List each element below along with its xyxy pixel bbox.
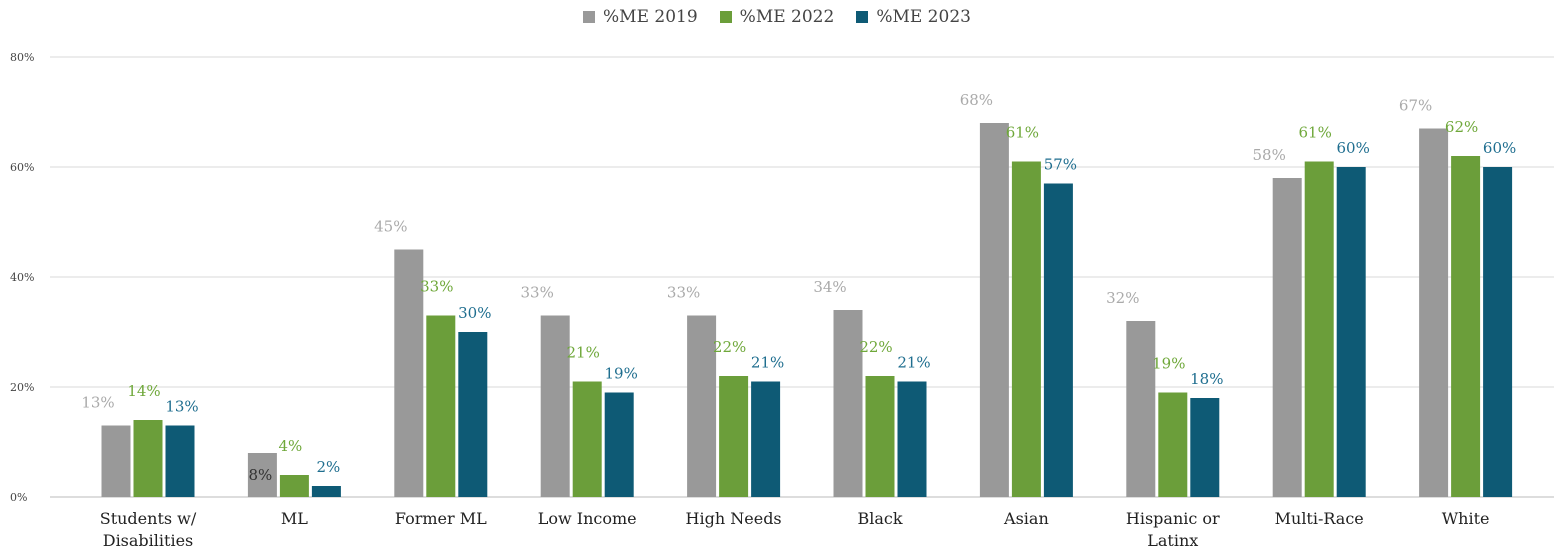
data-label: 18%	[1190, 370, 1223, 388]
category-label: Low Income	[538, 509, 637, 528]
legend-swatch	[583, 11, 596, 23]
category-label: Asian	[1003, 509, 1049, 528]
category-label: Hispanic or	[1126, 509, 1220, 528]
data-label: 4%	[279, 437, 303, 455]
data-label: 57%	[1044, 156, 1077, 174]
data-label: 60%	[1483, 139, 1516, 157]
data-label: 14%	[127, 382, 160, 400]
category-label: ML	[281, 509, 308, 528]
bar	[687, 315, 717, 497]
category-label: White	[1442, 509, 1490, 528]
bar	[572, 381, 602, 497]
data-label: 58%	[1253, 146, 1286, 164]
legend: %ME 2019 %ME 2022 %ME 2023	[0, 2, 1554, 32]
legend-item: %ME 2023	[856, 7, 971, 27]
data-label: 22%	[859, 338, 892, 356]
bar	[1451, 156, 1481, 497]
data-label: 60%	[1337, 139, 1370, 157]
data-label: 61%	[1299, 124, 1332, 142]
data-label: 62%	[1445, 118, 1478, 136]
y-tick-label: 20%	[10, 381, 34, 394]
data-label: 13%	[81, 394, 114, 412]
category-label: Multi-Race	[1275, 509, 1364, 528]
legend-item: %ME 2022	[719, 7, 835, 27]
bar	[1419, 128, 1449, 497]
bar	[394, 249, 424, 497]
legend-swatch	[856, 11, 869, 23]
legend-label: %ME 2019	[603, 7, 698, 27]
bar	[1011, 161, 1041, 497]
bar	[101, 425, 131, 497]
bar	[897, 381, 927, 497]
category-label: Students w/	[100, 509, 197, 528]
bar	[1304, 161, 1334, 497]
data-label: 32%	[1106, 289, 1139, 307]
bar	[751, 381, 781, 497]
category-label: Latinx	[1147, 531, 1198, 550]
legend-item: %ME 2019	[583, 7, 698, 27]
y-tick-label: 80%	[10, 51, 34, 64]
data-label: 33%	[667, 284, 700, 302]
data-label: 21%	[751, 354, 784, 372]
y-tick-label: 0%	[10, 491, 27, 504]
data-label: 33%	[521, 284, 554, 302]
data-label: 21%	[567, 344, 600, 362]
data-label: 61%	[1006, 124, 1039, 142]
data-label: 2%	[317, 458, 341, 476]
bar	[604, 392, 634, 497]
bar	[719, 376, 749, 497]
bar	[1190, 398, 1220, 497]
bar	[279, 475, 309, 497]
legend-label: %ME 2022	[739, 7, 835, 27]
category-label: Black	[857, 509, 902, 528]
data-label: 19%	[1152, 355, 1185, 373]
category-label: Disabilities	[103, 531, 194, 550]
bar	[833, 310, 863, 497]
data-label: 45%	[374, 218, 407, 236]
data-label: 33%	[420, 278, 453, 296]
bar	[458, 332, 488, 497]
bar	[426, 315, 456, 497]
bar	[1126, 321, 1156, 497]
y-tick-label: 40%	[10, 271, 34, 284]
bar	[1336, 167, 1366, 497]
data-label: 21%	[897, 354, 930, 372]
data-label: 19%	[605, 365, 638, 383]
bar	[865, 376, 895, 497]
bar	[1272, 178, 1302, 497]
data-label: 34%	[813, 278, 846, 296]
data-label: 68%	[960, 91, 993, 109]
category-label: Former ML	[395, 509, 487, 528]
bar	[311, 486, 341, 497]
y-tick-label: 60%	[10, 161, 34, 174]
data-label: 30%	[458, 304, 491, 322]
bar	[165, 425, 195, 497]
data-label: 22%	[713, 338, 746, 356]
legend-swatch	[719, 11, 732, 23]
bar	[247, 453, 277, 497]
data-label: 67%	[1399, 97, 1432, 115]
bar	[133, 420, 163, 497]
category-label: High Needs	[686, 509, 782, 528]
data-label: 13%	[165, 398, 198, 416]
bar	[1483, 167, 1513, 497]
legend-label: %ME 2023	[876, 7, 971, 27]
bar	[540, 315, 570, 497]
bar	[1043, 183, 1073, 497]
bar	[1158, 392, 1188, 497]
data-label: 8%	[249, 466, 273, 484]
bar	[979, 123, 1009, 497]
